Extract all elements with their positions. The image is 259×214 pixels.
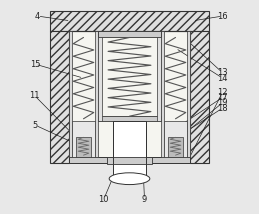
- Text: 9: 9: [142, 195, 147, 204]
- Text: 16: 16: [217, 12, 228, 21]
- Text: 19: 19: [217, 98, 228, 107]
- Bar: [98, 116, 161, 121]
- Bar: [98, 31, 161, 37]
- Bar: [157, 37, 161, 121]
- Bar: [95, 31, 98, 157]
- Bar: [98, 37, 102, 121]
- Text: 4: 4: [35, 12, 40, 21]
- Bar: [113, 121, 146, 180]
- Text: 12: 12: [217, 88, 228, 97]
- Text: 15: 15: [30, 60, 41, 69]
- Text: 17: 17: [217, 93, 228, 102]
- Bar: [190, 31, 209, 163]
- Text: 10: 10: [99, 195, 109, 204]
- Text: 5: 5: [33, 121, 38, 130]
- Bar: [168, 137, 183, 157]
- Bar: [69, 31, 72, 157]
- Bar: [76, 137, 91, 157]
- Text: 11: 11: [29, 91, 40, 100]
- Bar: [50, 31, 69, 163]
- Bar: [164, 121, 187, 157]
- Bar: [187, 31, 190, 157]
- Bar: [161, 31, 164, 157]
- Bar: [72, 121, 95, 157]
- Bar: [107, 157, 152, 164]
- Text: 14: 14: [217, 74, 228, 83]
- Bar: [69, 31, 190, 163]
- Text: 18: 18: [217, 104, 228, 113]
- Bar: [69, 157, 190, 163]
- Bar: [50, 11, 209, 31]
- Text: 13: 13: [217, 68, 228, 77]
- Bar: [69, 11, 190, 31]
- Ellipse shape: [109, 173, 150, 184]
